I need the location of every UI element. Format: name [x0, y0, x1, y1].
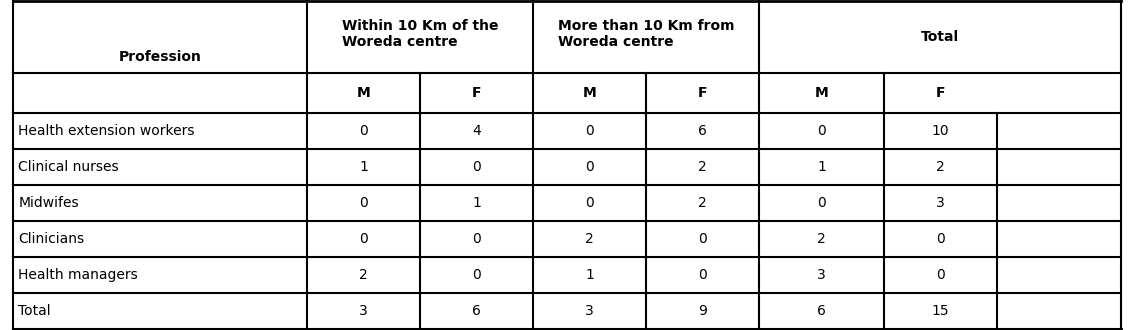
Text: 3: 3	[818, 268, 826, 281]
Text: 0: 0	[699, 268, 708, 281]
Text: More than 10 Km from
Woreda centre: More than 10 Km from Woreda centre	[558, 19, 735, 49]
Text: 2: 2	[818, 232, 826, 246]
Text: 0: 0	[359, 124, 367, 138]
Text: M: M	[356, 86, 371, 100]
Text: Within 10 Km of the
Woreda centre: Within 10 Km of the Woreda centre	[341, 19, 498, 49]
Text: F: F	[699, 86, 708, 100]
Text: Clinical nurses: Clinical nurses	[18, 160, 119, 174]
Text: 3: 3	[936, 196, 945, 210]
Text: 0: 0	[585, 160, 594, 174]
Text: M: M	[583, 86, 596, 100]
Text: 1: 1	[472, 196, 481, 210]
Text: F: F	[472, 86, 481, 100]
Text: 0: 0	[585, 196, 594, 210]
Text: 0: 0	[818, 196, 826, 210]
Text: 6: 6	[699, 124, 708, 138]
Text: 0: 0	[472, 232, 481, 246]
Text: Total: Total	[921, 30, 959, 44]
Text: 2: 2	[359, 268, 367, 281]
Text: 0: 0	[359, 196, 367, 210]
Text: Health extension workers: Health extension workers	[18, 124, 195, 138]
Text: 2: 2	[699, 196, 708, 210]
Text: 0: 0	[699, 232, 708, 246]
Text: 0: 0	[472, 268, 481, 281]
Text: 3: 3	[585, 304, 594, 317]
Text: 0: 0	[936, 232, 945, 246]
Text: 2: 2	[585, 232, 594, 246]
Text: 6: 6	[818, 304, 826, 317]
Text: Profession: Profession	[118, 50, 201, 64]
Text: 15: 15	[931, 304, 949, 317]
Text: 6: 6	[472, 304, 481, 317]
Text: 1: 1	[585, 268, 594, 281]
Text: Midwifes: Midwifes	[18, 196, 79, 210]
Text: 2: 2	[936, 160, 945, 174]
Text: 0: 0	[359, 232, 367, 246]
Text: 0: 0	[585, 124, 594, 138]
Text: M: M	[814, 86, 829, 100]
Text: Clinicians: Clinicians	[18, 232, 84, 246]
Text: 3: 3	[359, 304, 367, 317]
Text: 1: 1	[818, 160, 826, 174]
Text: 0: 0	[818, 124, 826, 138]
Text: 4: 4	[472, 124, 481, 138]
Text: 9: 9	[699, 304, 708, 317]
Text: 1: 1	[359, 160, 367, 174]
Text: F: F	[936, 86, 945, 100]
Text: 0: 0	[472, 160, 481, 174]
Text: Total: Total	[18, 304, 51, 317]
Text: 0: 0	[936, 268, 945, 281]
Text: 2: 2	[699, 160, 708, 174]
Text: 10: 10	[931, 124, 949, 138]
Text: Health managers: Health managers	[18, 268, 138, 281]
